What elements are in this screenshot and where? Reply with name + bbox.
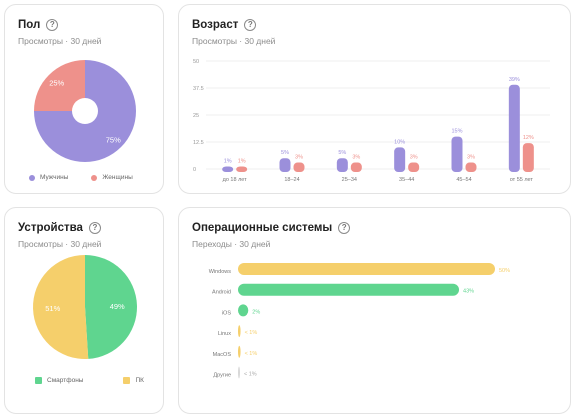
age-bar — [508, 84, 520, 172]
devices-subtitle: Просмотры · 30 дней — [18, 239, 102, 249]
gender-subtitle: Просмотры · 30 дней — [18, 36, 102, 46]
os-label: Android — [212, 290, 231, 296]
y-tick-label: 0 — [193, 167, 196, 173]
x-tick-label: 25–34 — [342, 177, 357, 183]
help-icon[interactable]: ? — [88, 222, 101, 234]
y-tick-label: 25 — [193, 113, 199, 119]
devices-legend: Смартфоны ПК — [35, 377, 167, 384]
os-subtitle: Переходы · 30 дней — [192, 239, 271, 249]
age-bar — [465, 162, 477, 172]
os-title-text: Операционные системы — [192, 222, 333, 234]
help-icon[interactable]: ? — [338, 222, 351, 234]
bar-value-label: 3% — [295, 155, 303, 161]
os-title: Операционные системы ? — [192, 222, 351, 234]
devices-title: Устройства ? — [18, 222, 101, 234]
bar-value-label: 3% — [467, 155, 475, 161]
age-title-text: Возраст — [192, 19, 239, 31]
x-tick-label: 35–44 — [399, 177, 414, 183]
devices-pie-chart: 49% 51% — [33, 255, 138, 359]
gender-title: Пол ? — [18, 19, 59, 31]
legend-item-smartphones[interactable]: Смартфоны — [35, 377, 83, 384]
gender-pie-chart: 75% 25% — [34, 60, 136, 162]
legend-item-women[interactable]: Женщины — [91, 174, 133, 181]
age-bar — [522, 143, 534, 172]
os-label: Другие — [213, 373, 231, 379]
bar-value-label: 3% — [410, 155, 418, 161]
age-bar — [336, 158, 348, 172]
bar-value-label: 39% — [509, 77, 520, 83]
os-value-label: < 1% — [245, 330, 258, 336]
y-tick-label: 12.5 — [193, 140, 204, 146]
legend-label: ПК — [135, 377, 144, 384]
pie-slice — [85, 255, 138, 359]
gender-title-text: Пол — [18, 19, 41, 31]
donut-hole — [72, 98, 98, 124]
legend-label: Мужчины — [40, 174, 69, 181]
legend-label: Женщины — [102, 174, 133, 181]
help-icon[interactable]: ? — [244, 19, 257, 31]
slice-label: 49% — [110, 302, 125, 311]
age-card: Возраст ? Просмотры · 30 дней 0 12.5 25 37.… — [178, 4, 571, 194]
age-bar — [408, 162, 420, 172]
bar-value-label: 15% — [451, 129, 462, 135]
os-value-label: < 1% — [245, 351, 258, 357]
x-tick-label: от 55 лет — [510, 177, 534, 183]
os-label: iOS — [222, 310, 232, 316]
age-bar — [350, 162, 362, 172]
pie-slice — [34, 60, 85, 111]
os-bar — [238, 366, 240, 379]
age-bar-chart: 0 12.5 25 37.5 50 1% 1% до 18 лет 5% 3% 18–24 5% 3% 2… — [193, 59, 550, 183]
age-bar — [279, 158, 291, 172]
gender-legend: Мужчины Женщины — [29, 174, 156, 181]
os-value-label: 2% — [252, 309, 260, 315]
slice-label: 75% — [106, 135, 121, 144]
bar-value-label: 10% — [394, 139, 405, 145]
age-title: Возраст ? — [192, 19, 257, 31]
os-value-label: 50% — [499, 268, 510, 274]
help-icon[interactable]: ? — [46, 19, 59, 31]
devices-title-text: Устройства — [18, 222, 83, 234]
age-subtitle: Просмотры · 30 дней — [192, 36, 276, 46]
age-bar — [236, 166, 248, 172]
age-bar — [394, 147, 406, 172]
age-bar — [293, 162, 305, 172]
age-bar — [222, 166, 234, 172]
slice-label: 51% — [45, 304, 60, 313]
bar-value-label: 1% — [224, 159, 232, 165]
os-label: Linux — [218, 331, 231, 337]
legend-label: Смартфоны — [47, 377, 84, 384]
os-bar — [238, 304, 249, 317]
os-bar — [238, 325, 241, 338]
os-bar — [238, 345, 241, 358]
legend-dot — [29, 174, 35, 181]
devices-card: Устройства ? Просмотры · 30 дней 49% 51% … — [4, 207, 164, 414]
legend-item-pc[interactable]: ПК — [123, 377, 144, 384]
x-tick-label: 45–54 — [456, 177, 471, 183]
os-bar — [238, 263, 495, 275]
os-card: Операционные системы ? Переходы · 30 дне… — [178, 207, 571, 414]
bar-value-label: 12% — [523, 135, 534, 141]
x-tick-label: до 18 лет — [223, 177, 248, 183]
os-value-label: 43% — [463, 289, 474, 295]
bar-value-label: 1% — [238, 159, 246, 165]
legend-item-men[interactable]: Мужчины — [29, 174, 68, 181]
bar-value-label: 5% — [281, 150, 289, 156]
os-label: Windows — [209, 269, 232, 275]
legend-swatch — [123, 377, 131, 384]
os-bar-chart: Windows 50% Android 43% iOS 2% Linux < 1% MacOS <… — [209, 263, 510, 379]
os-value-label: < 1% — [244, 372, 257, 378]
legend-swatch — [35, 377, 42, 384]
x-tick-label: 18–24 — [284, 177, 299, 183]
os-label: MacOS — [213, 352, 232, 358]
age-bar — [451, 136, 463, 172]
y-tick-label: 37.5 — [193, 86, 204, 92]
pie-slice — [33, 255, 89, 359]
gender-card: Пол ? Просмотры · 30 дней 75% 25% Мужчины… — [4, 4, 164, 194]
os-bar — [238, 283, 460, 296]
bar-value-label: 3% — [352, 155, 360, 161]
bar-value-label: 5% — [338, 150, 346, 156]
y-tick-label: 50 — [193, 59, 199, 65]
slice-label: 25% — [49, 79, 64, 88]
legend-dot — [91, 174, 98, 181]
